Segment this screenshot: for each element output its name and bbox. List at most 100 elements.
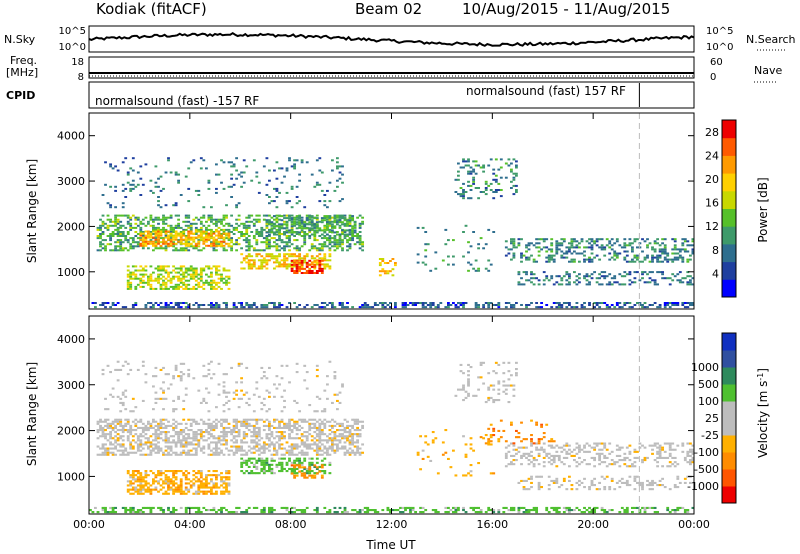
echo-cell [167,486,170,489]
echo-cell [116,214,120,217]
echo-cell [169,435,173,438]
echo-cell [288,422,291,425]
echo-cell [673,302,677,304]
echo-cell [157,480,160,483]
echo-cell [215,426,218,429]
echo-cell [202,247,206,250]
echo-cell [315,223,319,226]
echo-cell [527,511,531,514]
echo-cell [252,465,256,468]
echo-cell [144,424,148,427]
echo-cell [119,422,123,425]
echo-cell [169,302,173,304]
echo-cell [247,506,251,509]
echo-cell [487,399,491,402]
echo-cell [479,363,483,366]
echo-cell [583,511,586,514]
echo-cell [323,231,327,234]
echo-cell [323,241,327,244]
echo-cell [197,488,201,491]
echo-cell [653,302,657,304]
echo-cell [152,228,155,231]
echo-cell [94,506,97,509]
echo-cell [220,449,223,452]
echo-cell [273,255,276,258]
echo-cell [462,193,465,196]
echo-cell [336,399,339,402]
echo-cell [159,265,163,268]
echo-cell [575,244,579,247]
echo-cell [255,506,259,509]
echo-cell [207,234,211,237]
echo-cell [300,426,304,429]
echo-cell [351,229,355,232]
echo-cell [283,406,286,409]
echo-cell [293,511,297,514]
echo-cell [210,490,213,493]
echo-cell [215,306,218,309]
echo-cell [147,232,150,235]
echo-cell [333,235,337,237]
echo-cell [295,247,299,250]
echo-cell [222,482,226,485]
echo-cell [658,306,662,309]
echo-cell [169,486,173,489]
echo-cell [199,401,203,404]
echo-cell [255,461,259,464]
echo-cell [298,224,302,227]
echo-cell [215,240,218,243]
echo-cell [159,437,163,440]
echo-cell [336,216,339,219]
echo-cell [187,279,191,282]
echo-cell [568,248,571,251]
echo-cell [681,506,685,509]
echo-cell [295,420,299,423]
echo-cell [159,474,163,477]
freq-tick-top: 18 [71,57,84,68]
echo-cell [268,245,271,248]
echo-cell [308,433,312,436]
echo-cell [172,377,176,380]
echo-cell [565,250,569,253]
echo-cell [293,506,297,509]
echo-cell [510,306,513,309]
echo-cell [676,509,680,512]
echo-cell [106,451,110,454]
echo-cell [280,241,284,244]
echo-cell [194,279,198,282]
echo-cell [504,240,508,243]
echo-cell [96,228,100,231]
echo-cell [394,304,397,306]
echo-cell [202,242,206,245]
echo-cell [341,239,344,242]
echo-cell [265,231,269,234]
echo-cell [434,251,438,254]
echo-cell [141,240,145,243]
echo-cell [308,404,312,407]
echo-cell [348,441,352,444]
echo-cell [207,368,211,371]
echo-cell [255,243,259,246]
echo-cell [315,472,319,475]
echo-cell [237,243,241,246]
echo-cell [338,302,342,304]
echo-cell [114,420,118,423]
echo-cell [313,267,317,270]
echo-cell [220,418,223,421]
echo-cell [162,306,165,309]
echo-cell [134,185,138,188]
echo-cell [101,243,105,246]
echo-cell [275,233,279,236]
echo-cell [351,217,355,220]
echo-cell [192,245,196,248]
echo-cell [144,484,148,487]
echo-cell [187,506,191,509]
echo-cell [666,506,670,509]
echo-cell [179,377,183,380]
echo-cell [326,441,329,444]
echo-cell [114,228,118,231]
echo-cell [149,443,153,446]
echo-cell [600,283,604,286]
echo-cell [210,279,213,282]
echo-cell [210,302,213,304]
